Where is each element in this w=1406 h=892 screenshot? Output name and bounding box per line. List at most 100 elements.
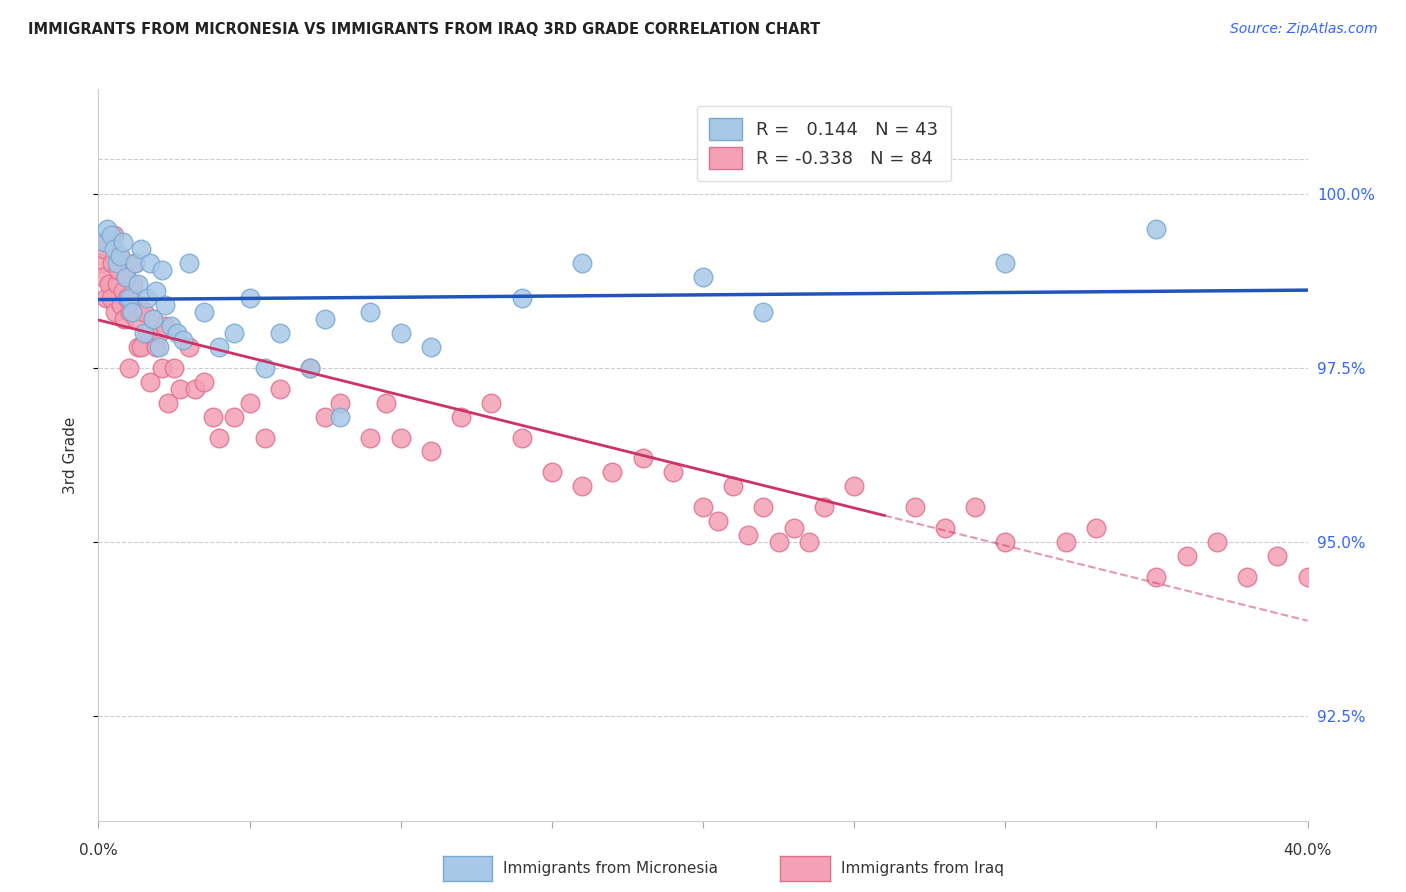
Point — [481, 395, 503, 409]
Point — [1054, 535, 1077, 549]
Point — [105, 256, 128, 270]
Point — [90, 256, 112, 270]
Point — [115, 291, 138, 305]
Point — [110, 298, 132, 312]
Point — [208, 430, 231, 444]
Point — [314, 312, 336, 326]
Point — [129, 340, 152, 354]
Point — [114, 270, 136, 285]
Point — [239, 395, 262, 409]
Point — [450, 409, 472, 424]
Point — [768, 535, 790, 549]
Point — [510, 430, 533, 444]
Point — [135, 291, 157, 305]
Point — [145, 340, 167, 354]
Point — [94, 291, 117, 305]
Point — [1085, 521, 1108, 535]
Point — [994, 535, 1017, 549]
Point — [169, 382, 191, 396]
Point — [142, 312, 165, 326]
Point — [124, 256, 146, 270]
Point — [132, 305, 155, 319]
Point — [299, 360, 322, 375]
Point — [737, 528, 759, 542]
Point — [103, 228, 125, 243]
Point — [571, 256, 593, 270]
Point — [202, 409, 225, 424]
Point — [844, 479, 866, 493]
Point — [101, 256, 124, 270]
Point — [148, 340, 170, 354]
Point — [661, 466, 683, 480]
Point — [602, 466, 624, 480]
Point — [98, 277, 121, 292]
Point — [239, 291, 262, 305]
Point — [107, 263, 129, 277]
Point — [150, 263, 173, 277]
Point — [104, 305, 127, 319]
Text: IMMIGRANTS FROM MICRONESIA VS IMMIGRANTS FROM IRAQ 3RD GRADE CORRELATION CHART: IMMIGRANTS FROM MICRONESIA VS IMMIGRANTS… — [28, 22, 820, 37]
Point — [93, 243, 115, 257]
Point — [224, 409, 246, 424]
Point — [120, 305, 142, 319]
Point — [160, 319, 183, 334]
Point — [193, 305, 215, 319]
Point — [692, 500, 714, 515]
Point — [153, 298, 176, 312]
Point — [153, 319, 176, 334]
Point — [420, 444, 443, 458]
Point — [360, 305, 382, 319]
Point — [127, 340, 149, 354]
Point — [111, 235, 134, 250]
Point — [96, 221, 118, 235]
Point — [100, 291, 122, 305]
Point — [540, 466, 562, 480]
Point — [1144, 570, 1167, 584]
Point — [360, 430, 382, 444]
Point — [193, 375, 215, 389]
Point — [103, 243, 125, 257]
Point — [965, 500, 987, 515]
Point — [299, 360, 322, 375]
Point — [118, 291, 141, 305]
Point — [1175, 549, 1198, 563]
Point — [122, 277, 145, 292]
Point — [148, 326, 170, 340]
Y-axis label: 3rd Grade: 3rd Grade — [63, 417, 77, 493]
Point — [420, 340, 443, 354]
Point — [707, 514, 730, 528]
Point — [374, 395, 396, 409]
Point — [142, 312, 165, 326]
Point — [93, 235, 115, 250]
Point — [389, 430, 412, 444]
Point — [994, 256, 1017, 270]
Point — [314, 409, 336, 424]
Point — [813, 500, 835, 515]
Legend: R =   0.144   N = 43, R = -0.338   N = 84: R = 0.144 N = 43, R = -0.338 N = 84 — [697, 105, 950, 181]
Point — [124, 256, 146, 270]
Point — [163, 360, 186, 375]
Point — [752, 500, 775, 515]
Point — [269, 382, 291, 396]
Point — [1144, 221, 1167, 235]
Point — [904, 500, 927, 515]
Point — [571, 479, 593, 493]
Point — [132, 326, 155, 340]
Point — [179, 340, 201, 354]
Point — [329, 395, 352, 409]
Point — [105, 277, 128, 292]
Point — [253, 360, 276, 375]
Point — [269, 326, 291, 340]
Text: 40.0%: 40.0% — [1284, 843, 1331, 858]
Point — [139, 375, 162, 389]
Point — [135, 326, 157, 340]
Point — [91, 270, 114, 285]
Point — [127, 277, 149, 292]
Point — [692, 270, 714, 285]
Point — [114, 270, 136, 285]
Text: Source: ZipAtlas.com: Source: ZipAtlas.com — [1230, 22, 1378, 37]
Point — [111, 284, 134, 298]
Point — [125, 312, 148, 326]
Point — [723, 479, 745, 493]
Point — [782, 521, 804, 535]
